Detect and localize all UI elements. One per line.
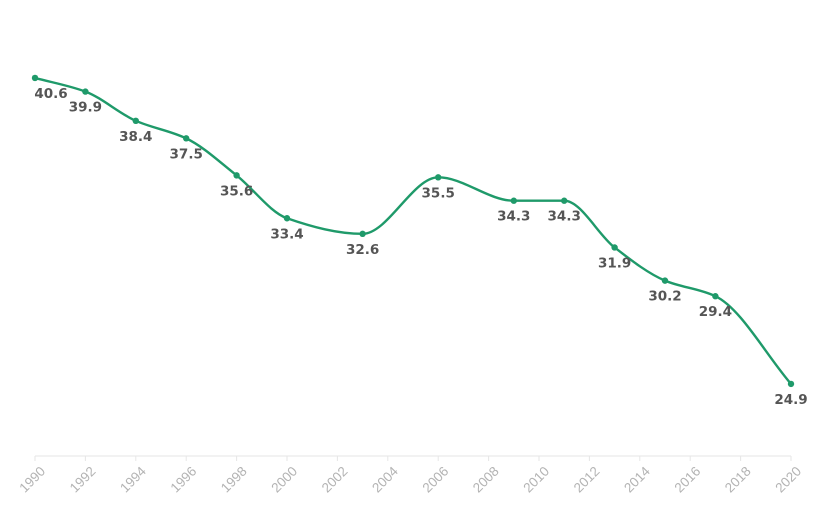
data-point — [132, 117, 139, 125]
data-labels: 40.639.9 38.4 37.5 35.6 33.4 32.6 35.5 34.3 34.3… — [34, 86, 807, 408]
data-point — [712, 293, 719, 300]
x-tick-label: 1990 — [16, 464, 48, 496]
data-points — [31, 74, 795, 388]
x-tick-label: 1992 — [67, 464, 99, 496]
data-label: 37.5 — [170, 146, 203, 162]
data-label: 33.4 — [270, 226, 303, 242]
data-point — [561, 197, 568, 204]
data-label: 40.6 — [34, 86, 67, 102]
data-point — [435, 174, 442, 181]
data-point — [510, 197, 517, 204]
x-tick-label: 2018 — [722, 464, 754, 496]
data-point — [283, 215, 291, 222]
data-point — [661, 277, 669, 284]
data-label: 29.4 — [699, 304, 732, 320]
data-label: 39.9 — [69, 100, 102, 116]
data-point — [611, 244, 618, 251]
data-label: 32.6 — [346, 242, 379, 258]
x-tick-label: 2000 — [268, 464, 300, 496]
x-tick-label: 2008 — [470, 464, 502, 496]
x-tick-label: 2002 — [319, 464, 351, 496]
x-tick-label: 2020 — [772, 464, 804, 496]
data-point — [359, 230, 366, 238]
data-point — [31, 74, 39, 82]
series-line — [33, 76, 793, 386]
data-label: 34.3 — [548, 209, 581, 225]
x-axis-ticks: 1990 1992 1994 1996 1998 2000 2002 2004 2006 2008… — [16, 456, 804, 495]
data-label: 34.3 — [497, 209, 530, 225]
x-tick-label: 2006 — [420, 464, 452, 496]
x-tick-label: 1994 — [117, 463, 149, 495]
data-point — [183, 135, 190, 142]
x-tick-label: 2012 — [571, 464, 603, 496]
data-label: 35.5 — [422, 185, 455, 201]
data-point — [82, 88, 89, 95]
x-tick-label: 1996 — [168, 464, 200, 496]
x-tick-label: 2004 — [369, 463, 401, 495]
data-label: 31.9 — [598, 255, 631, 271]
data-label: 35.6 — [220, 183, 253, 199]
x-tick-label: 2014 — [621, 463, 653, 495]
data-point — [233, 172, 240, 179]
data-label: 24.9 — [774, 392, 807, 408]
data-label: 30.2 — [648, 289, 681, 305]
x-tick-label: 2016 — [672, 464, 704, 496]
data-point — [787, 380, 795, 388]
data-label: 38.4 — [119, 129, 152, 145]
x-tick-label: 1998 — [218, 464, 250, 496]
x-tick-label: 2010 — [520, 464, 552, 496]
